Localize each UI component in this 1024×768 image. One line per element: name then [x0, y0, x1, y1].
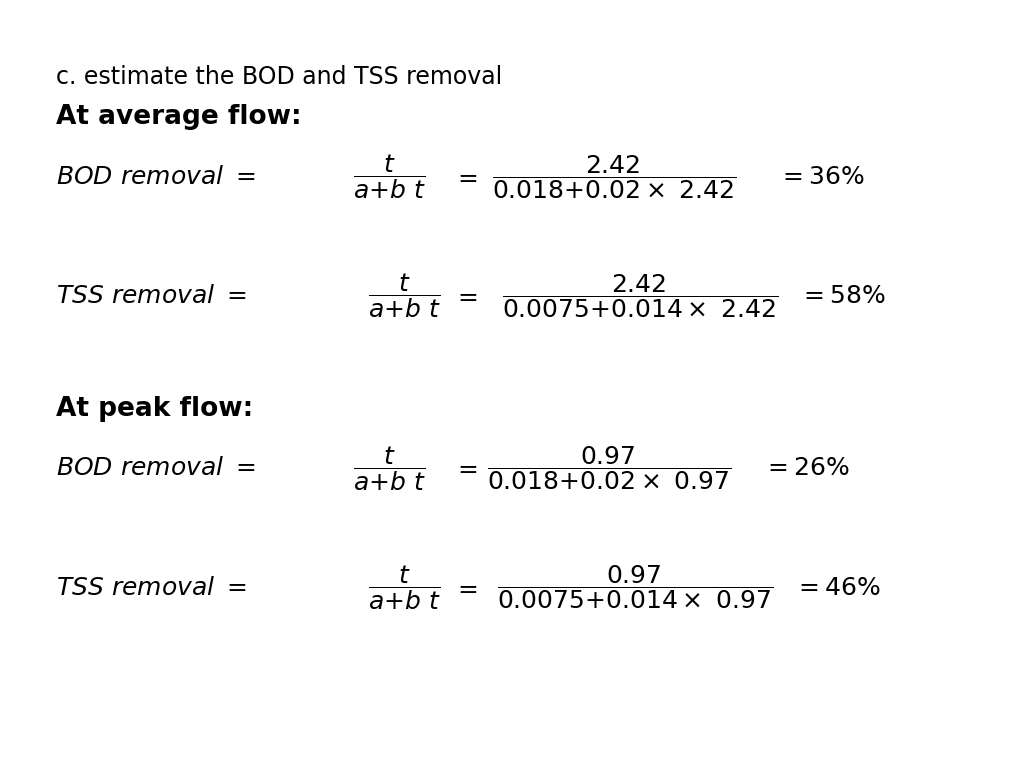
Text: $=$: $=$ [454, 164, 478, 189]
Text: $\dfrac{t}{a{+}b\ t}$: $\dfrac{t}{a{+}b\ t}$ [368, 563, 441, 612]
Text: $= 58\%$: $= 58\%$ [799, 283, 886, 308]
Text: At peak flow:: At peak flow: [56, 396, 254, 422]
Text: $= 36\%$: $= 36\%$ [778, 164, 865, 189]
Text: $\mathit{TSS\ removal}\ =$: $\mathit{TSS\ removal}\ =$ [56, 283, 247, 308]
Text: c. estimate the BOD and TSS removal: c. estimate the BOD and TSS removal [56, 65, 503, 89]
Text: $\dfrac{2.42}{0.0075{+}0.014 \times \ 2.42}$: $\dfrac{2.42}{0.0075{+}0.014 \times \ 2.… [502, 272, 778, 319]
Text: $\dfrac{2.42}{0.018{+}0.02 \times \ 2.42}$: $\dfrac{2.42}{0.018{+}0.02 \times \ 2.42… [493, 153, 736, 200]
Text: $= 46\%$: $= 46\%$ [794, 575, 881, 600]
Text: $\mathit{BOD\ removal}\ =$: $\mathit{BOD\ removal}\ =$ [56, 164, 256, 189]
Text: $=$: $=$ [454, 283, 478, 308]
Text: $\mathit{TSS\ removal}\ =$: $\mathit{TSS\ removal}\ =$ [56, 575, 247, 600]
Text: $\dfrac{t}{a{+}b\ t}$: $\dfrac{t}{a{+}b\ t}$ [352, 152, 426, 201]
Text: $\mathit{BOD\ removal}\ =$: $\mathit{BOD\ removal}\ =$ [56, 456, 256, 481]
Text: $\dfrac{0.97}{0.0075{+}0.014 \times \ 0.97}$: $\dfrac{0.97}{0.0075{+}0.014 \times \ 0.… [497, 564, 773, 611]
Text: $=$: $=$ [454, 456, 478, 481]
Text: $\dfrac{t}{a{+}b\ t}$: $\dfrac{t}{a{+}b\ t}$ [352, 444, 426, 493]
Text: $=$: $=$ [454, 575, 478, 600]
Text: $\dfrac{t}{a{+}b\ t}$: $\dfrac{t}{a{+}b\ t}$ [368, 271, 441, 320]
Text: At average flow:: At average flow: [56, 104, 302, 130]
Text: $= 26\%$: $= 26\%$ [763, 456, 850, 481]
Text: $\dfrac{0.97}{0.018{+}0.02 \times \ 0.97}$: $\dfrac{0.97}{0.018{+}0.02 \times \ 0.97… [487, 445, 731, 492]
